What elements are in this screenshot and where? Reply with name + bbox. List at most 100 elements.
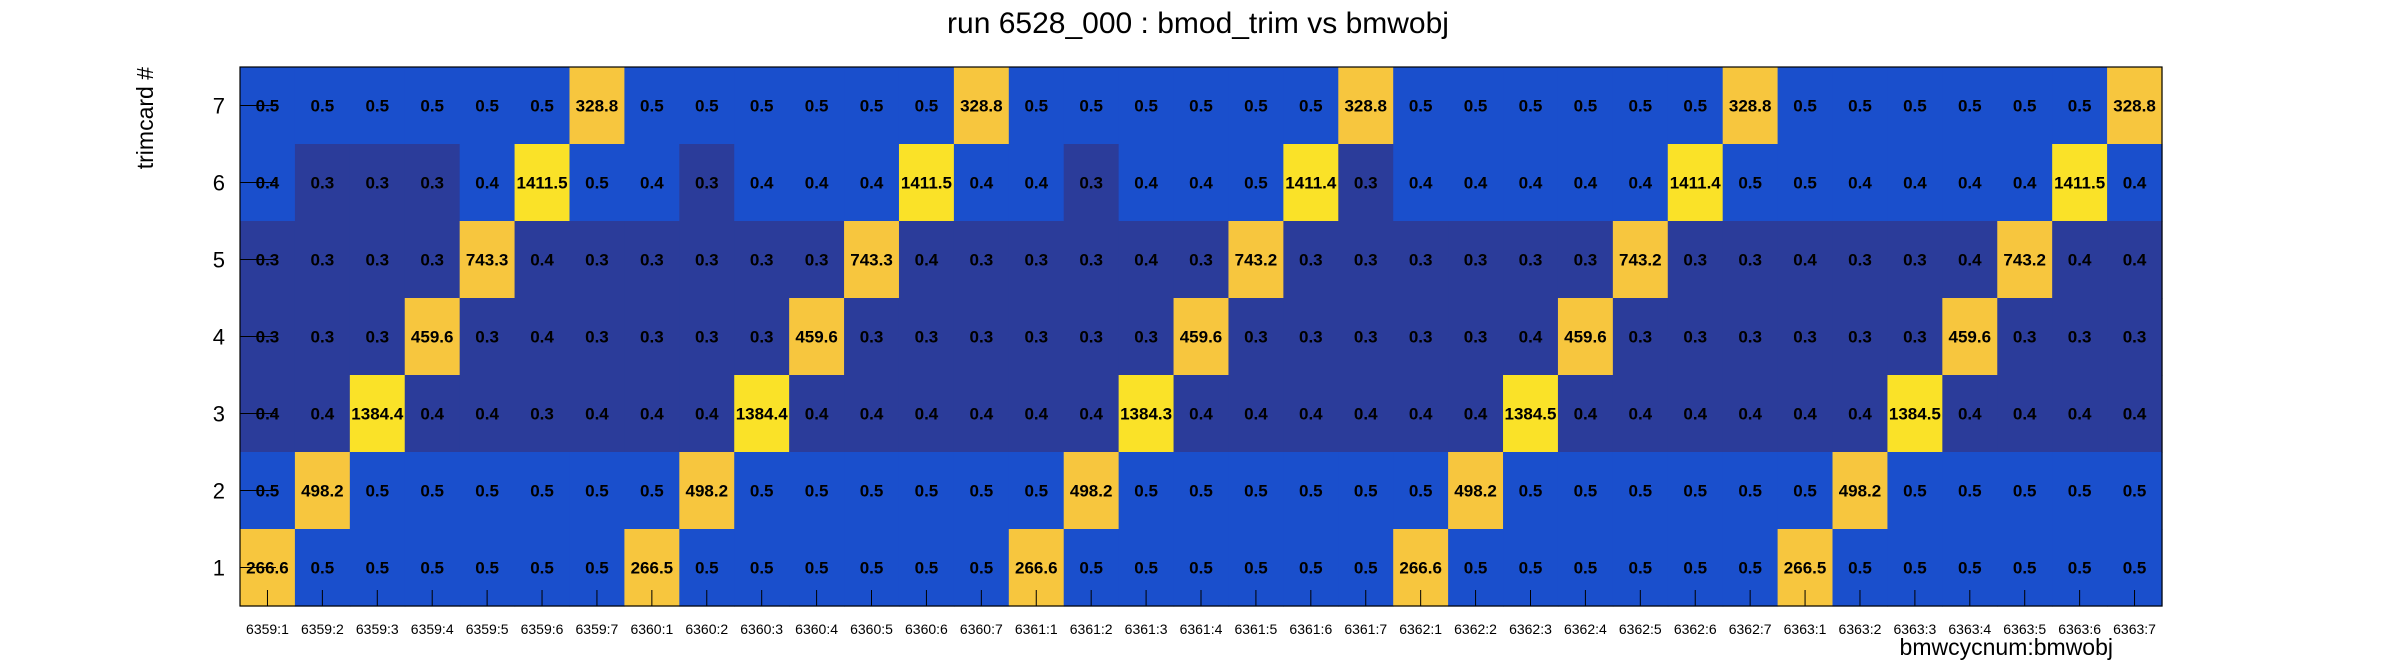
heatmap-cell [1008,298,1065,376]
cell-value-label: 0.5 [1134,559,1158,578]
heatmap-cell [1997,67,2053,145]
heatmap-cell [2107,375,2163,453]
cell-value-label: 0.4 [1354,405,1378,424]
heatmap-cell [624,298,680,376]
cell-value-label: 498.2 [1454,482,1497,501]
cell-value-label: 0.4 [640,174,664,193]
cell-value-label: 0.3 [1189,251,1213,270]
heatmap-cell [1557,298,1614,376]
x-tick-label: 6361:1 [1015,621,1058,637]
heatmap-cell [1997,221,2053,299]
cell-value-label: 0.5 [1848,97,1872,116]
cell-value-label: 0.5 [1574,559,1598,578]
heatmap-cell [1063,375,1120,453]
cell-value-label: 0.3 [640,251,664,270]
cell-value-label: 459.6 [1180,328,1223,347]
cell-value-label: 0.3 [695,328,719,347]
cell-value-label: 0.5 [1738,174,1762,193]
heatmap-cell [1667,67,1724,145]
cell-value-label: 0.5 [970,482,994,501]
cell-value-label: 0.5 [585,174,609,193]
cell-value-label: 0.5 [1519,482,1543,501]
cell-value-label: 0.3 [1024,328,1048,347]
cell-value-label: 0.5 [1519,97,1543,116]
heatmap-cell [1887,67,1943,145]
x-tick-label: 6363:4 [1948,621,1991,637]
cell-value-label: 0.4 [420,405,444,424]
y-tick-label: 6 [213,171,225,196]
heatmap-cell [898,452,955,530]
cell-value-label: 0.4 [2013,405,2037,424]
heatmap-cell [1722,452,1779,530]
heatmap-cell [953,144,1010,222]
heatmap-cell [349,67,406,145]
cell-value-label: 0.5 [750,97,774,116]
cell-value-label: 0.4 [1628,405,1652,424]
cell-value-label: 0.5 [1848,559,1872,578]
cell-value-label: 459.6 [1564,328,1607,347]
cell-value-label: 0.3 [1079,174,1103,193]
heatmap-cell [1557,144,1614,222]
cell-value-label: 0.4 [915,405,939,424]
heatmap-cell [1667,298,1724,376]
heatmap-cell [1942,221,1998,299]
heatmap-cell [898,144,955,222]
heatmap-cell [953,452,1010,530]
cell-value-label: 0.5 [1683,482,1707,501]
heatmap-cell [1503,298,1559,376]
heatmap-cell [1008,452,1065,530]
heatmap-cell [294,67,351,145]
heatmap-cell [1722,221,1779,299]
heatmap-cell [1008,221,1065,299]
cell-value-label: 0.4 [970,405,994,424]
heatmap-cell [569,452,625,530]
heatmap-cell [1722,144,1779,222]
cell-value-label: 0.5 [1958,482,1982,501]
x-tick-label: 6359:3 [356,621,399,637]
heatmap-cell [1667,144,1724,222]
heatmap-cell [1008,144,1065,222]
cell-value-label: 0.5 [915,559,939,578]
heatmap-cell [1777,375,1834,453]
x-tick-label: 6359:6 [521,621,564,637]
cell-value-label: 266.5 [631,559,674,578]
x-tick-label: 6359:5 [466,621,509,637]
heatmap-cell [404,67,461,145]
heatmap-cell [1503,144,1559,222]
cell-value-label: 0.5 [1464,97,1488,116]
heatmap-cell [404,298,461,376]
heatmap-cell [1173,452,1230,530]
heatmap-cell [2107,298,2163,376]
cell-value-label: 0.3 [1738,251,1762,270]
cell-value-label: 0.3 [1793,328,1817,347]
heatmap-cell [1612,452,1669,530]
heatmap-cell [1503,452,1559,530]
heatmap-cell [1338,67,1394,145]
heatmap-cell [1228,67,1284,145]
cell-value-label: 0.5 [640,482,664,501]
heatmap-cell [459,452,516,530]
heatmap-cell [569,298,625,376]
heatmap-cell [1832,144,1889,222]
cell-value-label: 0.3 [1848,328,1872,347]
cell-value-label: 0.5 [2068,559,2092,578]
heatmap-cell [1832,452,1889,530]
y-axis-label: trimcard # [132,67,158,169]
heatmap-cell [953,67,1010,145]
heatmap-cell [2107,144,2163,222]
heatmap-cell [679,67,735,145]
x-tick-label: 6361:5 [1234,621,1277,637]
cell-value-label: 0.4 [1519,328,1543,347]
cell-value-label: 0.3 [1409,251,1433,270]
x-tick-label: 6362:5 [1619,621,1662,637]
cell-value-label: 0.5 [1299,559,1323,578]
x-tick-label: 6363:6 [2058,621,2101,637]
x-tick-label: 6362:1 [1399,621,1442,637]
heatmap-cell [569,144,625,222]
cell-value-label: 0.5 [530,482,554,501]
heatmap-cell [1777,452,1834,530]
heatmap-cell [1063,221,1120,299]
heatmap-cell [1228,221,1284,299]
heatmap-cell [1997,375,2053,453]
heatmap-cell [1173,375,1230,453]
